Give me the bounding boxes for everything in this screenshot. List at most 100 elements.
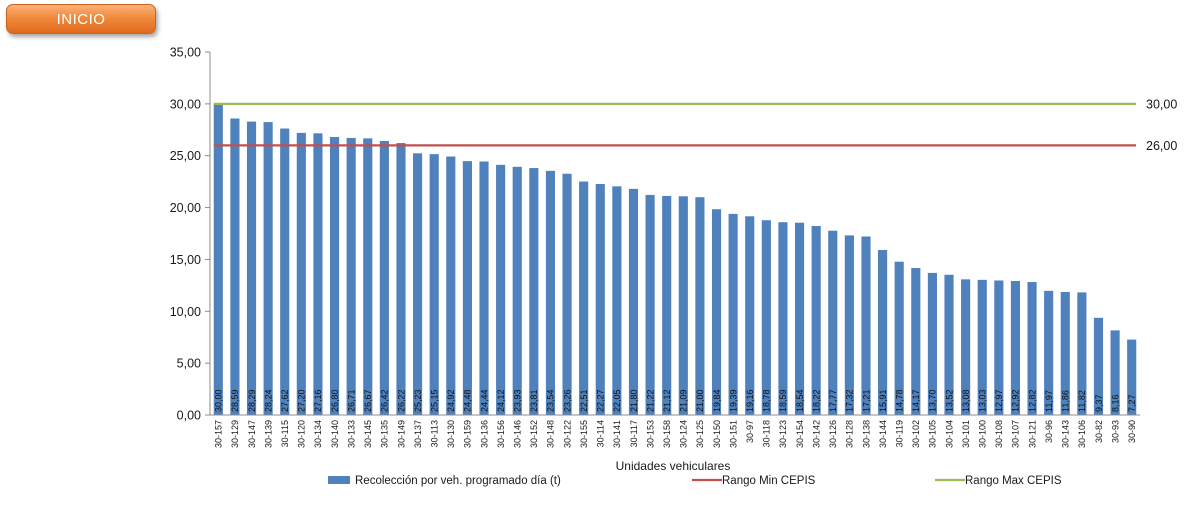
bar xyxy=(878,249,888,415)
legend-label-line: Rango Min CEPIS xyxy=(722,475,816,487)
bar xyxy=(263,122,273,416)
bar xyxy=(695,197,705,415)
y-tick-label: 35,00 xyxy=(170,46,201,60)
bar xyxy=(745,216,755,415)
x-tick-label: 30-156 xyxy=(496,420,506,448)
bar xyxy=(944,274,954,415)
y-tick-label: 10,00 xyxy=(170,305,201,319)
x-tick-label: 30-107 xyxy=(1011,420,1021,448)
x-tick-label: 30-149 xyxy=(396,420,406,448)
bar-value-label: 24,44 xyxy=(479,389,489,412)
x-axis: 30-157 30-129 30-147 30-139 30-115 30-120 30-1… xyxy=(210,414,1140,448)
bar-value-label: 17,77 xyxy=(828,389,838,412)
x-tick-label: 30-147 xyxy=(247,420,257,448)
bar xyxy=(213,103,223,415)
x-tick-label: 30-148 xyxy=(546,420,556,448)
bar-value-label: 28,24 xyxy=(263,389,273,412)
bar xyxy=(927,272,937,415)
bar xyxy=(711,209,722,415)
bar xyxy=(246,121,257,415)
bar-value-label: 18,54 xyxy=(795,389,805,412)
x-tick-label: 30-154 xyxy=(795,420,805,448)
bar xyxy=(1077,292,1087,415)
bar xyxy=(512,166,522,415)
y-tick-label: 25,00 xyxy=(170,149,201,163)
x-tick-label: 30-117 xyxy=(629,420,639,447)
reference-line-label: 26,00 xyxy=(1146,139,1177,153)
y-axis: 0,00 5,00 10,00 15,00 20,00 25,00 30,00 35,00 xyxy=(170,46,211,423)
bar-value-label: 7,27 xyxy=(1127,394,1137,412)
bar xyxy=(961,279,971,415)
bar xyxy=(296,132,306,415)
x-tick-label: 30-151 xyxy=(728,420,738,448)
x-tick-label: 30-122 xyxy=(562,420,572,448)
x-tick-label: 30-140 xyxy=(330,420,340,448)
x-tick-label: 30-130 xyxy=(446,420,456,448)
bar xyxy=(346,137,356,416)
bar xyxy=(1127,339,1137,415)
reference-lines: 26,00 30,00 xyxy=(213,97,1177,153)
bar xyxy=(894,261,904,415)
bar xyxy=(761,220,771,415)
bar-value-label: 12,82 xyxy=(1027,389,1037,412)
bar-value-label: 26,22 xyxy=(396,389,406,412)
bar-value-label: 24,12 xyxy=(496,389,506,412)
bar xyxy=(579,181,589,415)
x-tick-label: 30-143 xyxy=(1061,420,1071,448)
x-tick-label: 30-104 xyxy=(944,420,954,448)
bar-value-label: 25,15 xyxy=(429,389,439,412)
x-tick-label: 30-121 xyxy=(1027,420,1037,448)
bar xyxy=(479,161,489,415)
bar xyxy=(794,222,805,415)
bar-value-label: 28,29 xyxy=(247,389,257,412)
bar-value-label: 13,08 xyxy=(961,389,971,412)
bar-value-label: 18,78 xyxy=(762,389,772,412)
bar xyxy=(977,279,987,415)
bar xyxy=(396,143,406,415)
bar-value-label: 11,86 xyxy=(1061,390,1071,412)
bar xyxy=(778,222,788,415)
bar-value-label: 12,92 xyxy=(1011,389,1021,412)
bar-value-label: 28,59 xyxy=(230,389,240,412)
x-tick-label: 30-125 xyxy=(695,420,705,448)
bar-value-label: 21,80 xyxy=(629,389,639,412)
x-tick-label: 30-97 xyxy=(745,420,755,443)
bar xyxy=(545,170,556,415)
y-tick-label: 20,00 xyxy=(170,201,201,215)
bar xyxy=(562,173,572,415)
y-tick-label: 15,00 xyxy=(170,253,201,267)
bar xyxy=(1010,281,1021,415)
x-tick-label: 30-153 xyxy=(645,420,655,448)
bar-value-label: 26,42 xyxy=(380,389,390,412)
legend: Recolección por veh. programado día (t) R… xyxy=(328,475,1062,487)
bar-value-label: 17,21 xyxy=(861,389,871,412)
x-tick-label: 30-150 xyxy=(712,420,722,448)
bar xyxy=(861,236,871,415)
bar-value-label: 13,70 xyxy=(928,389,938,412)
x-tick-label: 30-102 xyxy=(911,420,921,448)
x-tick-label: 30-93 xyxy=(1110,420,1120,443)
bar-value-label: 23,81 xyxy=(529,389,539,412)
x-tick-label: 30-134 xyxy=(313,420,323,448)
x-tick-label: 30-114 xyxy=(596,420,606,447)
x-tick-label: 30-119 xyxy=(894,420,904,447)
bar-value-label: 19,39 xyxy=(728,389,738,412)
bar xyxy=(1110,330,1120,415)
bar xyxy=(728,213,738,415)
bar xyxy=(462,161,472,415)
bar-value-label: 8,16 xyxy=(1110,394,1120,412)
x-tick-label: 30-142 xyxy=(811,420,821,448)
bar xyxy=(446,156,456,415)
x-tick-label: 30-145 xyxy=(363,420,373,448)
bar xyxy=(595,184,605,415)
bar-value-label: 18,22 xyxy=(811,389,821,412)
x-tick-label: 30-100 xyxy=(978,420,988,448)
bar-value-label: 21,00 xyxy=(695,389,705,412)
bar xyxy=(280,128,290,415)
bar xyxy=(363,138,373,416)
x-tick-label: 30-105 xyxy=(928,420,938,448)
bar-value-label: 22,51 xyxy=(579,389,589,412)
bar-value-label: 23,93 xyxy=(513,389,523,412)
inicio-button[interactable]: INICIO xyxy=(6,4,156,34)
